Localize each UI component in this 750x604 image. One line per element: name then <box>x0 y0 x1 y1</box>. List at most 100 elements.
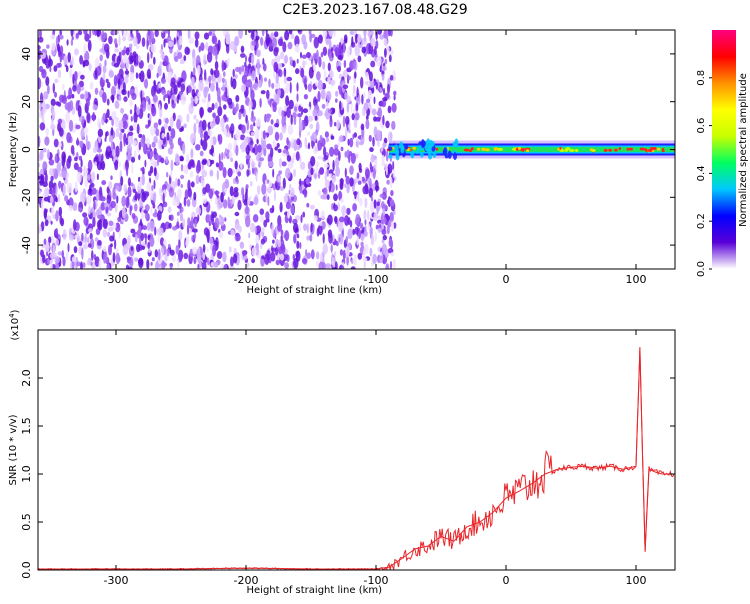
noise-speckle <box>173 37 176 45</box>
noise-speckle <box>62 184 67 196</box>
noise-speckle <box>68 119 74 132</box>
noise-speckle <box>186 86 189 96</box>
noise-speckle <box>167 30 170 38</box>
noise-speckle <box>229 186 234 197</box>
noise-speckle <box>148 98 151 105</box>
noise-speckle <box>128 43 133 48</box>
noise-speckle <box>195 119 199 124</box>
noise-speckle <box>62 83 65 90</box>
noise-speckle <box>149 236 155 247</box>
noise-speckle <box>109 235 115 242</box>
noise-speckle <box>65 251 69 261</box>
noise-speckle <box>229 126 232 134</box>
noise-speckle <box>314 98 318 104</box>
noise-speckle <box>151 185 154 191</box>
noise-speckle <box>43 238 47 246</box>
noise-speckle <box>310 167 314 176</box>
noise-speckle <box>237 199 242 211</box>
noise-speckle <box>123 96 128 102</box>
noise-speckle <box>141 245 145 250</box>
noise-speckle <box>301 54 307 59</box>
noise-speckle <box>144 78 149 89</box>
noise-speckle <box>284 262 289 269</box>
noise-speckle <box>159 61 163 68</box>
noise-speckle <box>235 144 239 157</box>
noise-speckle <box>76 230 80 238</box>
noise-speckle <box>129 55 135 63</box>
noise-speckle <box>150 43 156 54</box>
signal-peak <box>618 147 622 151</box>
noise-speckle <box>73 219 77 231</box>
noise-speckle <box>41 243 46 248</box>
noise-speckle <box>315 251 320 260</box>
noise-speckle <box>335 157 340 169</box>
noise-speckle <box>125 196 130 208</box>
noise-speckle <box>268 160 274 168</box>
noise-speckle <box>183 55 187 62</box>
x-tick-label: -100 <box>364 273 389 286</box>
noise-speckle <box>191 96 194 109</box>
signal-onset <box>388 154 393 159</box>
noise-speckle <box>363 30 367 38</box>
noise-speckle <box>108 181 113 190</box>
noise-speckle <box>142 225 148 231</box>
noise-speckle <box>381 73 385 81</box>
noise-speckle <box>131 213 136 219</box>
noise-speckle <box>309 234 313 242</box>
noise-speckle <box>62 256 66 267</box>
noise-speckle <box>214 217 220 229</box>
noise-speckle <box>352 133 355 140</box>
noise-speckle <box>327 62 331 72</box>
noise-speckle <box>57 101 62 107</box>
noise-speckle <box>354 33 358 44</box>
noise-speckle <box>133 54 137 66</box>
noise-speckle <box>165 156 169 164</box>
noise-speckle <box>386 179 391 185</box>
noise-speckle <box>86 112 91 124</box>
noise-speckle <box>325 137 330 143</box>
noise-speckle <box>55 227 58 238</box>
noise-speckle <box>52 168 56 174</box>
noise-speckle <box>300 51 302 59</box>
noise-speckle <box>180 126 184 132</box>
noise-speckle <box>353 254 357 266</box>
noise-speckle <box>85 134 88 146</box>
noise-speckle <box>135 72 139 79</box>
noise-speckle <box>355 141 359 147</box>
noise-speckle <box>202 251 206 261</box>
noise-speckle <box>283 75 288 85</box>
noise-speckle <box>48 180 54 190</box>
noise-speckle <box>163 55 169 67</box>
noise-speckle <box>277 175 281 183</box>
noise-speckle <box>254 226 257 235</box>
noise-speckle <box>261 30 265 37</box>
noise-speckle <box>80 261 83 269</box>
noise-speckle <box>169 249 175 256</box>
noise-speckle <box>46 251 49 257</box>
noise-speckle <box>73 162 79 171</box>
noise-speckle <box>180 206 184 213</box>
noise-speckle <box>253 196 259 205</box>
noise-speckle <box>303 94 308 100</box>
noise-speckle <box>384 163 388 172</box>
noise-speckle <box>354 44 360 57</box>
noise-speckle <box>116 57 119 66</box>
noise-speckle <box>44 219 49 227</box>
noise-speckle <box>327 214 333 226</box>
noise-speckle <box>318 261 324 269</box>
noise-speckle <box>317 155 323 160</box>
noise-speckle <box>321 103 326 109</box>
noise-speckle <box>296 138 301 146</box>
signal-peak <box>647 149 653 152</box>
noise-speckle <box>67 52 71 63</box>
noise-speckle <box>169 116 174 128</box>
noise-speckle <box>211 35 218 45</box>
noise-speckle <box>125 137 129 146</box>
noise-speckle <box>306 223 309 234</box>
noise-speckle <box>284 54 288 64</box>
noise-speckle <box>266 179 270 184</box>
noise-speckle <box>252 147 256 154</box>
noise-speckle <box>44 103 50 110</box>
noise-speckle <box>203 54 207 66</box>
noise-speckle <box>161 132 165 139</box>
